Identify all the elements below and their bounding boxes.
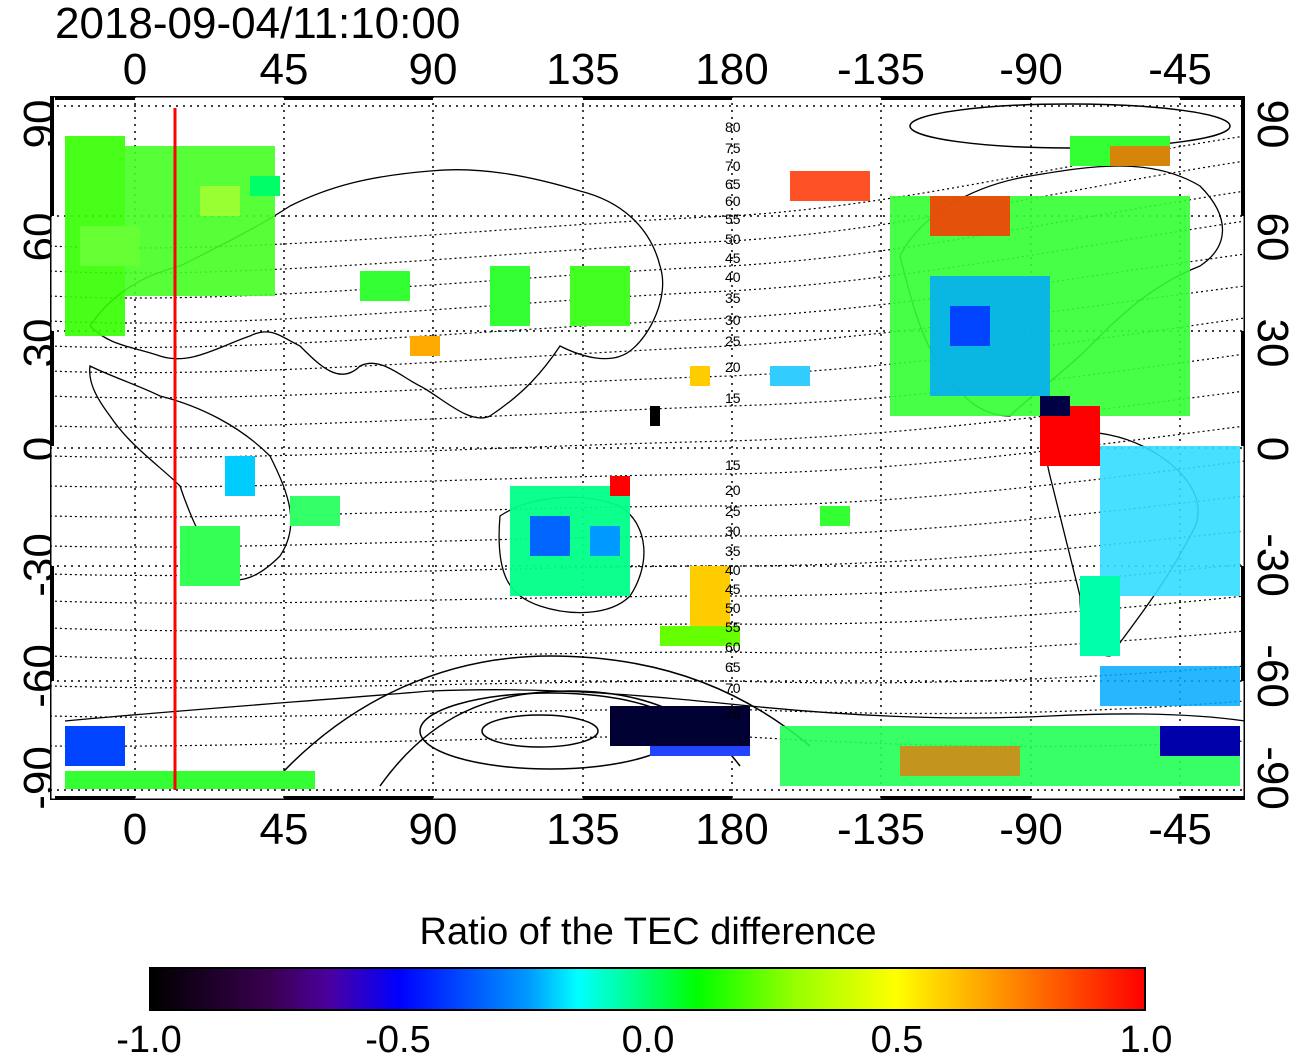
contour-label: 45 xyxy=(725,250,741,266)
contour-label: 35 xyxy=(725,543,741,559)
colorbar-tick: 0.0 xyxy=(621,1019,675,1061)
contour-label: 20 xyxy=(725,482,741,498)
bottom-lon-tick: -45 xyxy=(1148,805,1212,854)
bottom-lon-tick: 0 xyxy=(122,805,148,854)
top-lon-tick: -90 xyxy=(999,45,1063,94)
right-lat-tick: 0 xyxy=(1248,436,1296,462)
top-lon-tick: 180 xyxy=(695,45,769,94)
tec-map: 80 75 70 65 60 55 50 45 40 35 30 25 20 1… xyxy=(50,96,1245,800)
contour-label: 65 xyxy=(725,176,741,192)
colorbar-tick: -0.5 xyxy=(365,1019,431,1061)
contour-label: 75 xyxy=(725,705,741,721)
top-lon-tick: -45 xyxy=(1148,45,1212,94)
contour-label: 45 xyxy=(725,581,741,597)
right-lat-tick: 30 xyxy=(1248,318,1296,368)
colorbar-tick: 1.0 xyxy=(1119,1019,1173,1061)
contour-label: 65 xyxy=(725,659,741,675)
bottom-lon-tick: -90 xyxy=(999,805,1063,854)
right-lat-tick: -30 xyxy=(1248,533,1296,597)
right-lat-tick: 90 xyxy=(1248,99,1296,149)
contour-label: 75 xyxy=(725,140,741,156)
right-lat-tick: -60 xyxy=(1248,644,1296,708)
contour-label: 40 xyxy=(725,269,741,285)
bottom-lon-tick: 180 xyxy=(695,805,769,854)
contour-label: 55 xyxy=(725,211,741,227)
contour-label: 60 xyxy=(725,639,741,655)
contour-label: 55 xyxy=(725,619,741,635)
contour-label: 30 xyxy=(725,523,741,539)
contour-label: 80 xyxy=(725,119,741,135)
right-lat-tick: -90 xyxy=(1248,746,1296,810)
bottom-lon-tick: -135 xyxy=(836,805,926,854)
contour-label: 50 xyxy=(725,600,741,616)
contour-label: 35 xyxy=(725,290,741,306)
contour-labels: 80 75 70 65 60 55 50 45 40 35 30 25 20 1… xyxy=(725,119,741,721)
contour-label: 60 xyxy=(725,193,741,209)
colorbar-tick: -1.0 xyxy=(116,1019,182,1061)
colorbar-tick: 0.5 xyxy=(870,1019,924,1061)
contour-label: 15 xyxy=(725,390,741,406)
right-lat-tick: 60 xyxy=(1248,212,1296,262)
bottom-lon-tick: 45 xyxy=(259,805,309,854)
top-lon-tick: 90 xyxy=(408,45,458,94)
bottom-lon-tick: 90 xyxy=(408,805,458,854)
top-lon-tick: 45 xyxy=(259,45,309,94)
tec-data-patches xyxy=(65,136,1240,789)
bottom-lon-tick: 135 xyxy=(546,805,620,854)
top-lon-tick: -135 xyxy=(836,45,926,94)
contour-label: 50 xyxy=(725,231,741,247)
contour-label: 40 xyxy=(725,562,741,578)
contour-label: 20 xyxy=(725,359,741,375)
contour-label: 70 xyxy=(725,158,741,174)
contour-label: 25 xyxy=(725,503,741,519)
contour-label: 25 xyxy=(725,333,741,349)
colorbar xyxy=(149,967,1146,1011)
map-timestamp: 2018-09-04/11:10:00 xyxy=(55,0,461,48)
top-lon-tick: 135 xyxy=(546,45,620,94)
colorbar-title: Ratio of the TEC difference xyxy=(419,911,877,953)
contour-label: 70 xyxy=(725,680,741,696)
contour-label: 15 xyxy=(725,457,741,473)
contour-label: 30 xyxy=(725,312,741,328)
top-lon-tick: 0 xyxy=(122,45,148,94)
